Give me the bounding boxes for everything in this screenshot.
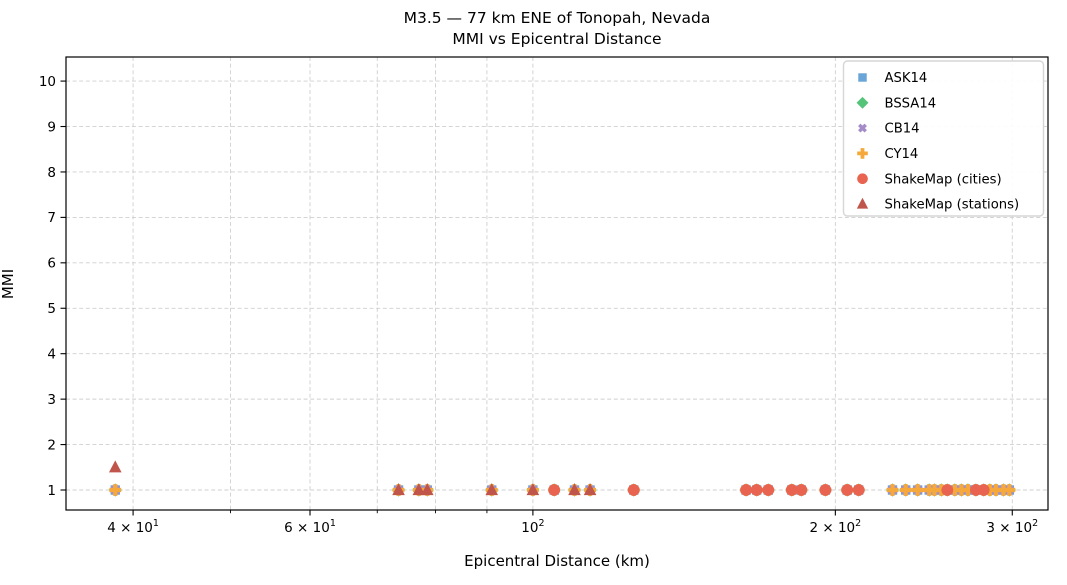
y-tick-label: 9: [47, 119, 56, 135]
legend-label: ShakeMap (cities): [885, 172, 1002, 187]
circle-marker-icon: [785, 484, 798, 496]
plus-marker-icon: [955, 484, 968, 496]
chart-title-line1: M3.5 — 77 km ENE of Tonopah, Nevada: [403, 9, 711, 27]
triangle-marker-icon: [420, 483, 434, 496]
circle-marker-icon: [852, 484, 865, 496]
plus-marker-icon: [109, 484, 122, 496]
legend-item: CB14: [858, 122, 920, 137]
plot-border: [65, 56, 1049, 511]
chart-title-line2: MMI vs Epicentral Distance: [452, 30, 662, 48]
circle-marker-icon: [857, 173, 868, 185]
y-axis: 1 2 3 4 5 6 7 8 9 10: [39, 74, 66, 499]
circle-marker-icon: [548, 484, 561, 496]
plus-marker-icon: [990, 484, 1002, 496]
y-axis-label: MMI: [0, 268, 17, 300]
legend-item: BSSA14: [856, 96, 937, 111]
y-tick-label: 6: [47, 256, 56, 272]
legend-label: ShakeMap (stations): [885, 198, 1020, 213]
triangle-marker-icon: [583, 483, 597, 496]
legend-item: CY14: [857, 147, 918, 162]
x-tick-label: 4 × 101: [107, 518, 159, 536]
triangle-marker-icon: [485, 483, 499, 496]
legend-item: ASK14: [858, 71, 927, 86]
series-shakemap-stations-: [108, 460, 597, 496]
y-tick-label: 4: [47, 346, 56, 362]
plus-marker-icon: [935, 484, 948, 496]
legend-label: CB14: [885, 122, 920, 137]
circle-marker-icon: [750, 484, 763, 496]
circle-marker-icon: [627, 484, 640, 496]
x-tick-label: 6 × 101: [284, 518, 336, 536]
circle-marker-icon: [740, 484, 752, 496]
circle-marker-icon: [977, 484, 990, 496]
triangle-marker-icon: [568, 483, 581, 496]
plus-marker-icon: [962, 484, 974, 496]
x-tick-label: 3 × 102: [986, 518, 1038, 536]
plus-marker-icon: [899, 484, 912, 496]
y-tick-label: 1: [47, 483, 56, 499]
legend-label: CY14: [885, 147, 919, 162]
triangle-marker-icon: [412, 483, 426, 496]
chart-title: M3.5 — 77 km ENE of Tonopah, Nevada MMI …: [66, 8, 1048, 50]
triangle-marker-icon: [108, 460, 122, 473]
legend: ASK14 BSSA14 CB14 CY14 ShakeMap (cities) Shak…: [842, 60, 1045, 217]
circle-marker-icon: [795, 484, 808, 496]
plus-marker-icon: [1003, 484, 1016, 496]
legend-item: ShakeMap (cities): [857, 172, 1002, 187]
y-tick-label: 10: [39, 74, 56, 90]
y-tick-label: 3: [47, 392, 56, 408]
plus-marker-icon: [928, 484, 941, 496]
y-tick-label: 2: [47, 437, 56, 453]
legend-item: ShakeMap (stations): [856, 197, 1020, 213]
x-marker-icon: [858, 123, 867, 133]
plus-marker-icon: [983, 484, 996, 496]
circle-marker-icon: [841, 484, 854, 496]
plus-marker-icon: [911, 484, 924, 496]
triangle-marker-icon: [392, 483, 405, 496]
plus-marker-icon: [948, 484, 961, 496]
triangle-marker-icon: [526, 483, 540, 496]
y-tick-label: 5: [47, 301, 56, 317]
circle-marker-icon: [762, 484, 775, 496]
square-marker-icon: [858, 73, 867, 82]
plus-marker-icon: [886, 484, 899, 496]
y-tick-label: 8: [47, 165, 56, 181]
triangle-marker-icon: [856, 197, 869, 209]
x-tick-label: 102: [521, 518, 544, 536]
plus-marker-icon: [857, 148, 868, 159]
circle-marker-icon: [819, 484, 832, 496]
x-axis: 4 × 101 6 × 101 102 2 × 102 3 × 102: [107, 510, 1038, 536]
diamond-marker-icon: [856, 96, 869, 109]
series-shakemap-cities-: [548, 484, 990, 496]
legend-label: ASK14: [885, 71, 928, 86]
y-tick-label: 7: [47, 210, 56, 226]
x-tick-label: 2 × 102: [809, 518, 861, 536]
legend-box: [842, 60, 1045, 217]
legend-label: BSSA14: [885, 96, 937, 111]
circle-marker-icon: [941, 484, 954, 496]
x-axis-label: Epicentral Distance (km): [464, 552, 650, 570]
